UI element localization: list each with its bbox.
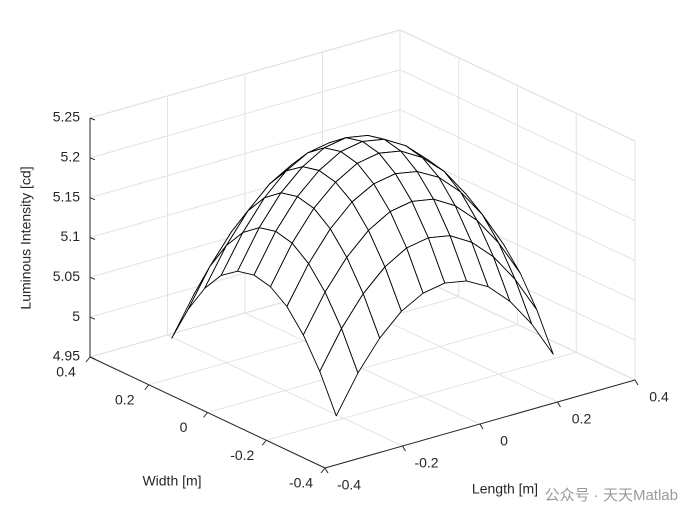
z-tick-label: 5.25 bbox=[53, 109, 80, 125]
watermark: 公众号 · 天天Matlab bbox=[545, 487, 678, 504]
y-tick bbox=[261, 439, 267, 446]
x-tick-label: -0.4 bbox=[337, 477, 361, 493]
z-tick bbox=[89, 117, 96, 121]
z-axis-label: Luminous Intensity [cd] bbox=[18, 166, 34, 309]
axes-layer: -0.4-0.200.20.4-0.4-0.200.20.44.9555.055… bbox=[53, 109, 669, 493]
y-tick bbox=[144, 384, 150, 391]
grid-line bbox=[399, 29, 636, 142]
grid-line bbox=[399, 109, 636, 222]
y-tick bbox=[85, 356, 91, 363]
x-tick-label: -0.2 bbox=[414, 455, 438, 471]
y-tick bbox=[203, 412, 208, 418]
x-axis-label: Length [m] bbox=[472, 481, 538, 497]
x-tick-label: 0.4 bbox=[649, 389, 669, 405]
z-tick bbox=[89, 237, 96, 240]
x-tick-label: 0.2 bbox=[572, 411, 592, 427]
y-tick-label: 0 bbox=[180, 419, 188, 435]
z-tick bbox=[89, 316, 96, 320]
grid-line bbox=[399, 268, 636, 381]
y-tick-label: -0.2 bbox=[230, 447, 254, 463]
surface-layer bbox=[171, 135, 554, 417]
z-tick-label: 5.1 bbox=[61, 228, 81, 244]
x-tick bbox=[557, 401, 561, 408]
surface-patch bbox=[319, 328, 359, 417]
z-tick-label: 5 bbox=[72, 308, 80, 324]
grid-line bbox=[399, 69, 636, 182]
surface-patch bbox=[187, 245, 227, 310]
z-tick bbox=[89, 276, 96, 280]
grid-line bbox=[89, 29, 401, 119]
x-tick bbox=[402, 445, 406, 452]
grid-line bbox=[148, 296, 459, 386]
x-tick bbox=[634, 379, 639, 386]
grid-line bbox=[89, 69, 401, 159]
y-axis-label: Width [m] bbox=[142, 473, 201, 489]
x-tick bbox=[324, 467, 329, 474]
y-tick-label: 0.2 bbox=[115, 391, 135, 407]
x-tick-label: 0 bbox=[500, 433, 508, 449]
y-tick-label: -0.4 bbox=[289, 475, 313, 491]
z-tick-label: 5.05 bbox=[53, 268, 80, 284]
z-tick-label: 5.15 bbox=[53, 188, 80, 204]
x-tick bbox=[479, 423, 484, 430]
grid-line bbox=[89, 109, 401, 199]
z-tick-label: 4.95 bbox=[53, 348, 80, 364]
grid-line bbox=[207, 324, 518, 413]
z-tick-label: 5.2 bbox=[61, 149, 81, 165]
grid-line bbox=[266, 351, 577, 441]
z-tick bbox=[89, 197, 96, 201]
y-tick bbox=[320, 467, 326, 474]
z-tick bbox=[89, 356, 96, 360]
z-tick bbox=[89, 157, 96, 161]
y-tick-label: 0.4 bbox=[56, 364, 76, 380]
surface-patch bbox=[514, 278, 554, 355]
